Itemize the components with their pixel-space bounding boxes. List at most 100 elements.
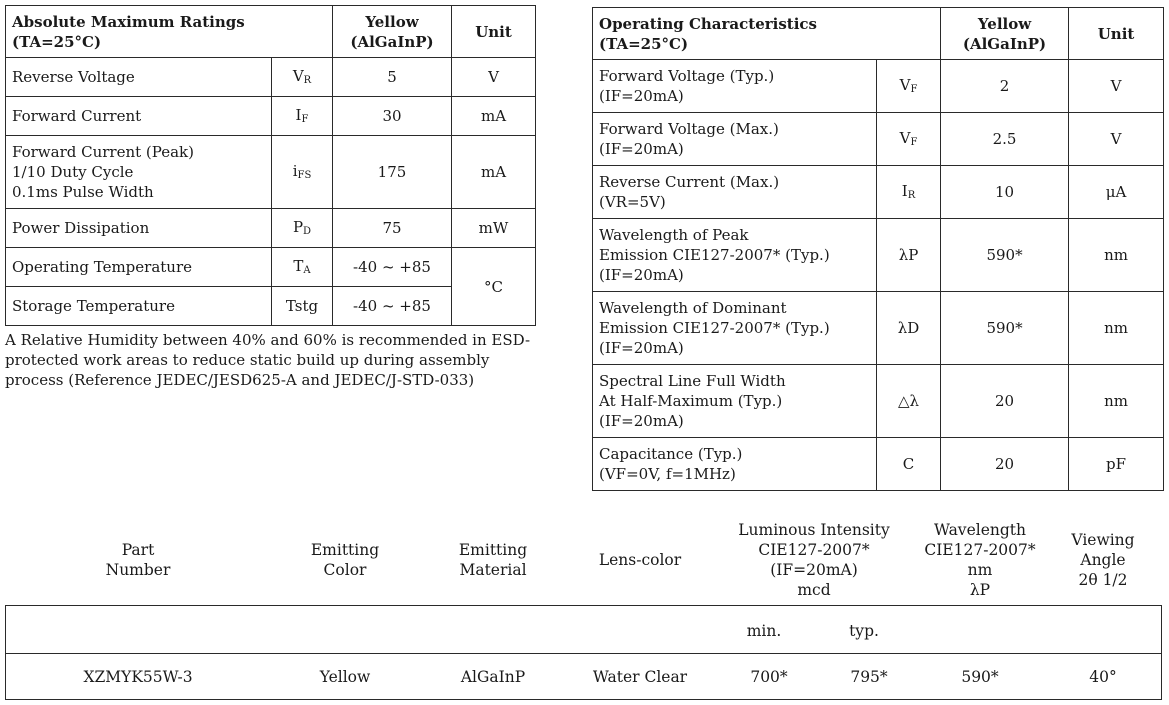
sub-min-label: min. [746, 622, 782, 640]
param-cell: Reverse Voltage [5, 57, 272, 97]
oc-title: Operating Characteristics [599, 14, 818, 33]
value-cell: 2.5 [940, 112, 1070, 166]
unit-cell: pF [1068, 437, 1165, 491]
symbol-cell: IR [875, 165, 942, 219]
table-row: Operating Temperature TA -40 ~ +85 °C [5, 247, 536, 326]
oc-material-label: (AlGaInP) [962, 34, 1047, 53]
oc-unit-header: Unit [1068, 7, 1165, 60]
table-row: Forward Current (Peak) 1/10 Duty Cycle 0… [5, 135, 536, 209]
header-viewing-angle: Viewing Angle 2θ 1/2 [1071, 531, 1135, 589]
value-cell: -40 ~ +85 [332, 247, 452, 287]
emitting-color-value: Yellow [319, 668, 371, 686]
table-row: Wavelength of Peak Emission CIE127-2007* … [592, 218, 1165, 292]
part-table-divider [6, 653, 1161, 654]
param-cell: Forward Voltage (Max.) (IF=20mA) [592, 112, 877, 166]
value-cell: 590* [940, 291, 1070, 365]
amr-unit-header: Unit [451, 5, 536, 58]
table-row: Forward Voltage (Max.) (IF=20mA) VF 2.5 V [592, 112, 1165, 166]
part-number-value: XZMYK55W-3 [83, 668, 193, 686]
table-row: Wavelength of Dominant Emission CIE127-20… [592, 291, 1165, 365]
unit-cell: nm [1068, 364, 1165, 438]
sub-typ-label: typ. [849, 622, 879, 640]
symbol-cell: IF [271, 96, 333, 136]
unit-cell: nm [1068, 218, 1165, 292]
amr-title: Absolute Maximum Ratings [12, 12, 245, 31]
oc-yellow-header: Yellow (AlGaInP) [940, 7, 1070, 60]
unit-cell: °C [451, 247, 536, 326]
header-emitting-material: Emitting Material [458, 541, 528, 579]
symbol-cell: λD [875, 291, 942, 365]
table-row: Forward Voltage (Typ.) (IF=20mA) VF 2 V [592, 59, 1165, 113]
symbol-cell: C [875, 437, 942, 491]
param-cell: Wavelength of Peak Emission CIE127-2007* … [592, 218, 877, 292]
table-row: Forward Current IF 30 mA [5, 96, 536, 136]
header-luminous-intensity: Luminous Intensity CIE127-2007* (IF=20mA)… [738, 521, 890, 599]
amr-title-cell: Absolute Maximum Ratings (TA=25°C) [5, 5, 333, 58]
symbol-cell: Tstg [271, 286, 333, 326]
wavelength-value: 590* [961, 668, 999, 686]
value-cell: 30 [332, 96, 452, 136]
value-cell: 10 [940, 165, 1070, 219]
amr-yellow-header: Yellow (AlGaInP) [332, 5, 452, 58]
table-row: Capacitance (Typ.) (VF=0V, f=1MHz) C 20 p… [592, 437, 1165, 491]
table-row: Reverse Voltage VR 5 V [5, 57, 536, 97]
unit-cell: nm [1068, 291, 1165, 365]
operating-characteristics-table: Operating Characteristics (TA=25°C) Yell… [591, 7, 1165, 491]
symbol-cell: VF [875, 112, 942, 166]
value-cell: 590* [940, 218, 1070, 292]
param-cell: Capacitance (Typ.) (VF=0V, f=1MHz) [592, 437, 877, 491]
symbol-cell: λP [875, 218, 942, 292]
oc-title-cell: Operating Characteristics (TA=25°C) [591, 7, 942, 60]
unit-cell: μA [1068, 165, 1165, 219]
symbol-cell: VF [875, 59, 942, 113]
param-cell: Spectral Line Full Width At Half-Maximum … [592, 364, 877, 438]
amr-yellow-label: Yellow [365, 12, 419, 31]
emitting-material-value: AlGaInP [460, 668, 526, 686]
unit-cell: mW [451, 208, 536, 248]
symbol-cell: iFS [271, 135, 333, 209]
luminous-min-value: 700* [750, 668, 788, 686]
amr-material-label: (AlGaInP) [350, 32, 434, 51]
amr-condition: (TA=25°C) [12, 32, 102, 51]
param-cell: Reverse Current (Max.) (VR=5V) [592, 165, 877, 219]
param-cell: Wavelength of Dominant Emission CIE127-20… [592, 291, 877, 365]
symbol-cell: TA [271, 247, 333, 287]
header-part-number: Part Number [105, 541, 171, 579]
value-cell: 5 [332, 57, 452, 97]
unit-cell: V [1068, 112, 1165, 166]
absolute-maximum-ratings-table: Absolute Maximum Ratings (TA=25°C) Yello… [5, 5, 536, 326]
table-row: Spectral Line Full Width At Half-Maximum … [592, 364, 1165, 438]
lens-color-value: Water Clear [592, 668, 688, 686]
param-cell: Power Dissipation [5, 208, 272, 248]
oc-condition: (TA=25°C) [599, 34, 689, 53]
value-cell: 20 [940, 364, 1070, 438]
symbol-cell: PD [271, 208, 333, 248]
humidity-note: A Relative Humidity between 40% and 60% … [5, 331, 531, 389]
param-cell: Forward Current (Peak) 1/10 Duty Cycle 0… [5, 135, 272, 209]
symbol-cell: VR [271, 57, 333, 97]
param-cell: Forward Voltage (Typ.) (IF=20mA) [592, 59, 877, 113]
value-cell: 175 [332, 135, 452, 209]
part-table [5, 605, 1162, 700]
param-cell: Forward Current [5, 96, 272, 136]
unit-cell: V [451, 57, 536, 97]
oc-yellow-label: Yellow [977, 14, 1032, 33]
symbol-cell: △λ [875, 364, 942, 438]
unit-cell: mA [451, 96, 536, 136]
viewing-angle-value: 40° [1089, 668, 1117, 686]
value-cell: 20 [940, 437, 1070, 491]
value-cell: 75 [332, 208, 452, 248]
value-cell: -40 ~ +85 [332, 286, 452, 326]
table-row: Power Dissipation PD 75 mW [5, 208, 536, 248]
header-wavelength: Wavelength CIE127-2007* nm λP [924, 521, 1036, 599]
unit-cell: mA [451, 135, 536, 209]
luminous-typ-value: 795* [850, 668, 888, 686]
value-cell: 2 [940, 59, 1070, 113]
header-lens-color: Lens-color [598, 551, 682, 569]
header-emitting-color: Emitting Color [310, 541, 380, 579]
table-row: Reverse Current (Max.) (VR=5V) IR 10 μA [592, 165, 1165, 219]
table-row: Storage Temperature Tstg -40 ~ +85 [5, 286, 536, 326]
param-cell: Operating Temperature [5, 247, 272, 287]
unit-cell: V [1068, 59, 1165, 113]
param-cell: Storage Temperature [5, 286, 272, 326]
